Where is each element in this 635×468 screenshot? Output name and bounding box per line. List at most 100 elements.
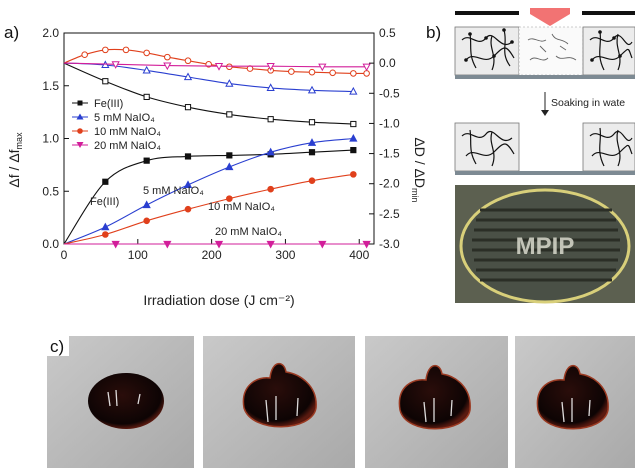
droplet-4 — [536, 365, 609, 430]
data-point — [307, 85, 317, 94]
data-point — [111, 61, 120, 69]
data-point — [143, 157, 150, 164]
droplet-2 — [242, 363, 317, 428]
data-point — [102, 78, 109, 85]
y-tick-label-right: -2.5 — [379, 207, 400, 221]
data-point — [266, 147, 275, 156]
data-point — [288, 68, 295, 75]
data-point — [266, 63, 275, 71]
annotation-20mm: 20 mM NaIO₄ — [215, 226, 282, 238]
y-axis-label-left-sub: max — [14, 132, 24, 150]
crosslink-dots — [464, 28, 622, 62]
legend: Fe(III) 5 mM NaIO₄ 10 mM NaIO₄ 20 mM NaI… — [72, 98, 161, 152]
process-step-label: Soaking in wate — [551, 97, 625, 109]
data-point — [266, 240, 275, 249]
droplet-3 — [398, 365, 471, 430]
data-point — [226, 152, 233, 159]
droplet-1 — [88, 373, 164, 429]
data-point — [329, 69, 336, 77]
data-point — [184, 57, 192, 65]
legend-label-1: Fe(III) — [94, 98, 123, 110]
y-tick-label-left: 1.0 — [42, 132, 59, 146]
series-line — [63, 48, 367, 74]
data-point — [363, 70, 370, 77]
y-tick-label-right: 0.5 — [379, 26, 396, 40]
data-point — [184, 104, 192, 111]
x-tick-label: 400 — [349, 248, 369, 262]
data-point — [111, 240, 120, 249]
data-point — [350, 147, 357, 154]
x-tick-label: 0 — [61, 248, 68, 262]
mask-bar-right — [582, 11, 635, 15]
data-point — [143, 49, 150, 57]
y-tick-label-right: 0.0 — [379, 56, 396, 70]
data-point — [350, 120, 357, 128]
network-box-2 — [518, 26, 584, 76]
y-tick-label-left: 1.5 — [42, 79, 59, 93]
mask-bar-left — [455, 11, 519, 15]
data-point — [142, 65, 151, 74]
data-point — [101, 222, 110, 231]
x-tick-label: 100 — [128, 248, 148, 262]
data-point — [318, 63, 327, 72]
data-point — [184, 153, 192, 160]
data-point — [267, 185, 274, 193]
data-point — [318, 240, 327, 249]
pattern-photo-glow — [459, 188, 631, 304]
panel-label-b: b) — [426, 23, 441, 42]
data-point — [362, 63, 371, 72]
data-point — [225, 162, 234, 171]
series-line — [63, 137, 354, 245]
legend-label-3: 10 mM NaIO₄ — [94, 126, 161, 138]
data-point — [349, 86, 358, 95]
legend-label-2: 5 mM NaIO₄ — [94, 112, 155, 124]
legend-marker-1 — [77, 100, 83, 106]
y-tick-label-right: -1.5 — [379, 147, 400, 161]
data-point — [183, 180, 193, 189]
network-box-5 — [582, 122, 635, 172]
x-tick-label: 300 — [275, 248, 295, 262]
data-point — [226, 195, 233, 202]
data-point — [225, 79, 234, 87]
data-point — [308, 68, 316, 76]
series-layer — [63, 46, 371, 249]
y-tick-label-left: 0.5 — [42, 184, 59, 198]
data-point — [226, 111, 233, 118]
legend-marker-2 — [76, 113, 84, 120]
data-point — [183, 72, 193, 81]
network-strands-cleaved — [527, 33, 577, 61]
legend-marker-3 — [77, 128, 83, 134]
network-box-4 — [454, 122, 520, 172]
y-tick-label-left: 0.0 — [42, 237, 59, 251]
data-point — [308, 119, 316, 126]
data-point — [122, 46, 130, 54]
data-point — [350, 171, 357, 178]
panel-b: Soaking in wate MPIP — [454, 8, 635, 304]
panel-c: c) — [47, 336, 635, 468]
network-box-3 — [582, 26, 635, 76]
network-strands-bottom — [461, 127, 633, 167]
data-point — [142, 200, 151, 209]
data-point — [184, 205, 192, 213]
series-line — [63, 173, 354, 245]
y-axis-label-left: Δf / Δfmax — [6, 132, 24, 188]
annotation-10mm: 10 mM NaIO₄ — [208, 201, 275, 213]
annotation-fe: Fe(III) — [90, 196, 119, 208]
y-axis-label-right-main: ΔD / ΔD — [412, 137, 428, 188]
data-point — [226, 63, 233, 71]
data-point — [81, 51, 88, 59]
data-point — [307, 138, 317, 146]
y-axis-label-left-main: Δf / Δf — [6, 149, 22, 187]
data-point — [102, 46, 109, 54]
data-point — [163, 62, 172, 71]
series-line — [63, 62, 354, 93]
data-point — [164, 53, 171, 61]
pattern-stripes — [472, 208, 620, 282]
data-point — [266, 83, 275, 91]
data-point — [214, 240, 224, 249]
series-line — [63, 62, 354, 125]
data-point — [350, 70, 357, 77]
data-point — [308, 177, 316, 184]
data-point — [214, 63, 224, 71]
